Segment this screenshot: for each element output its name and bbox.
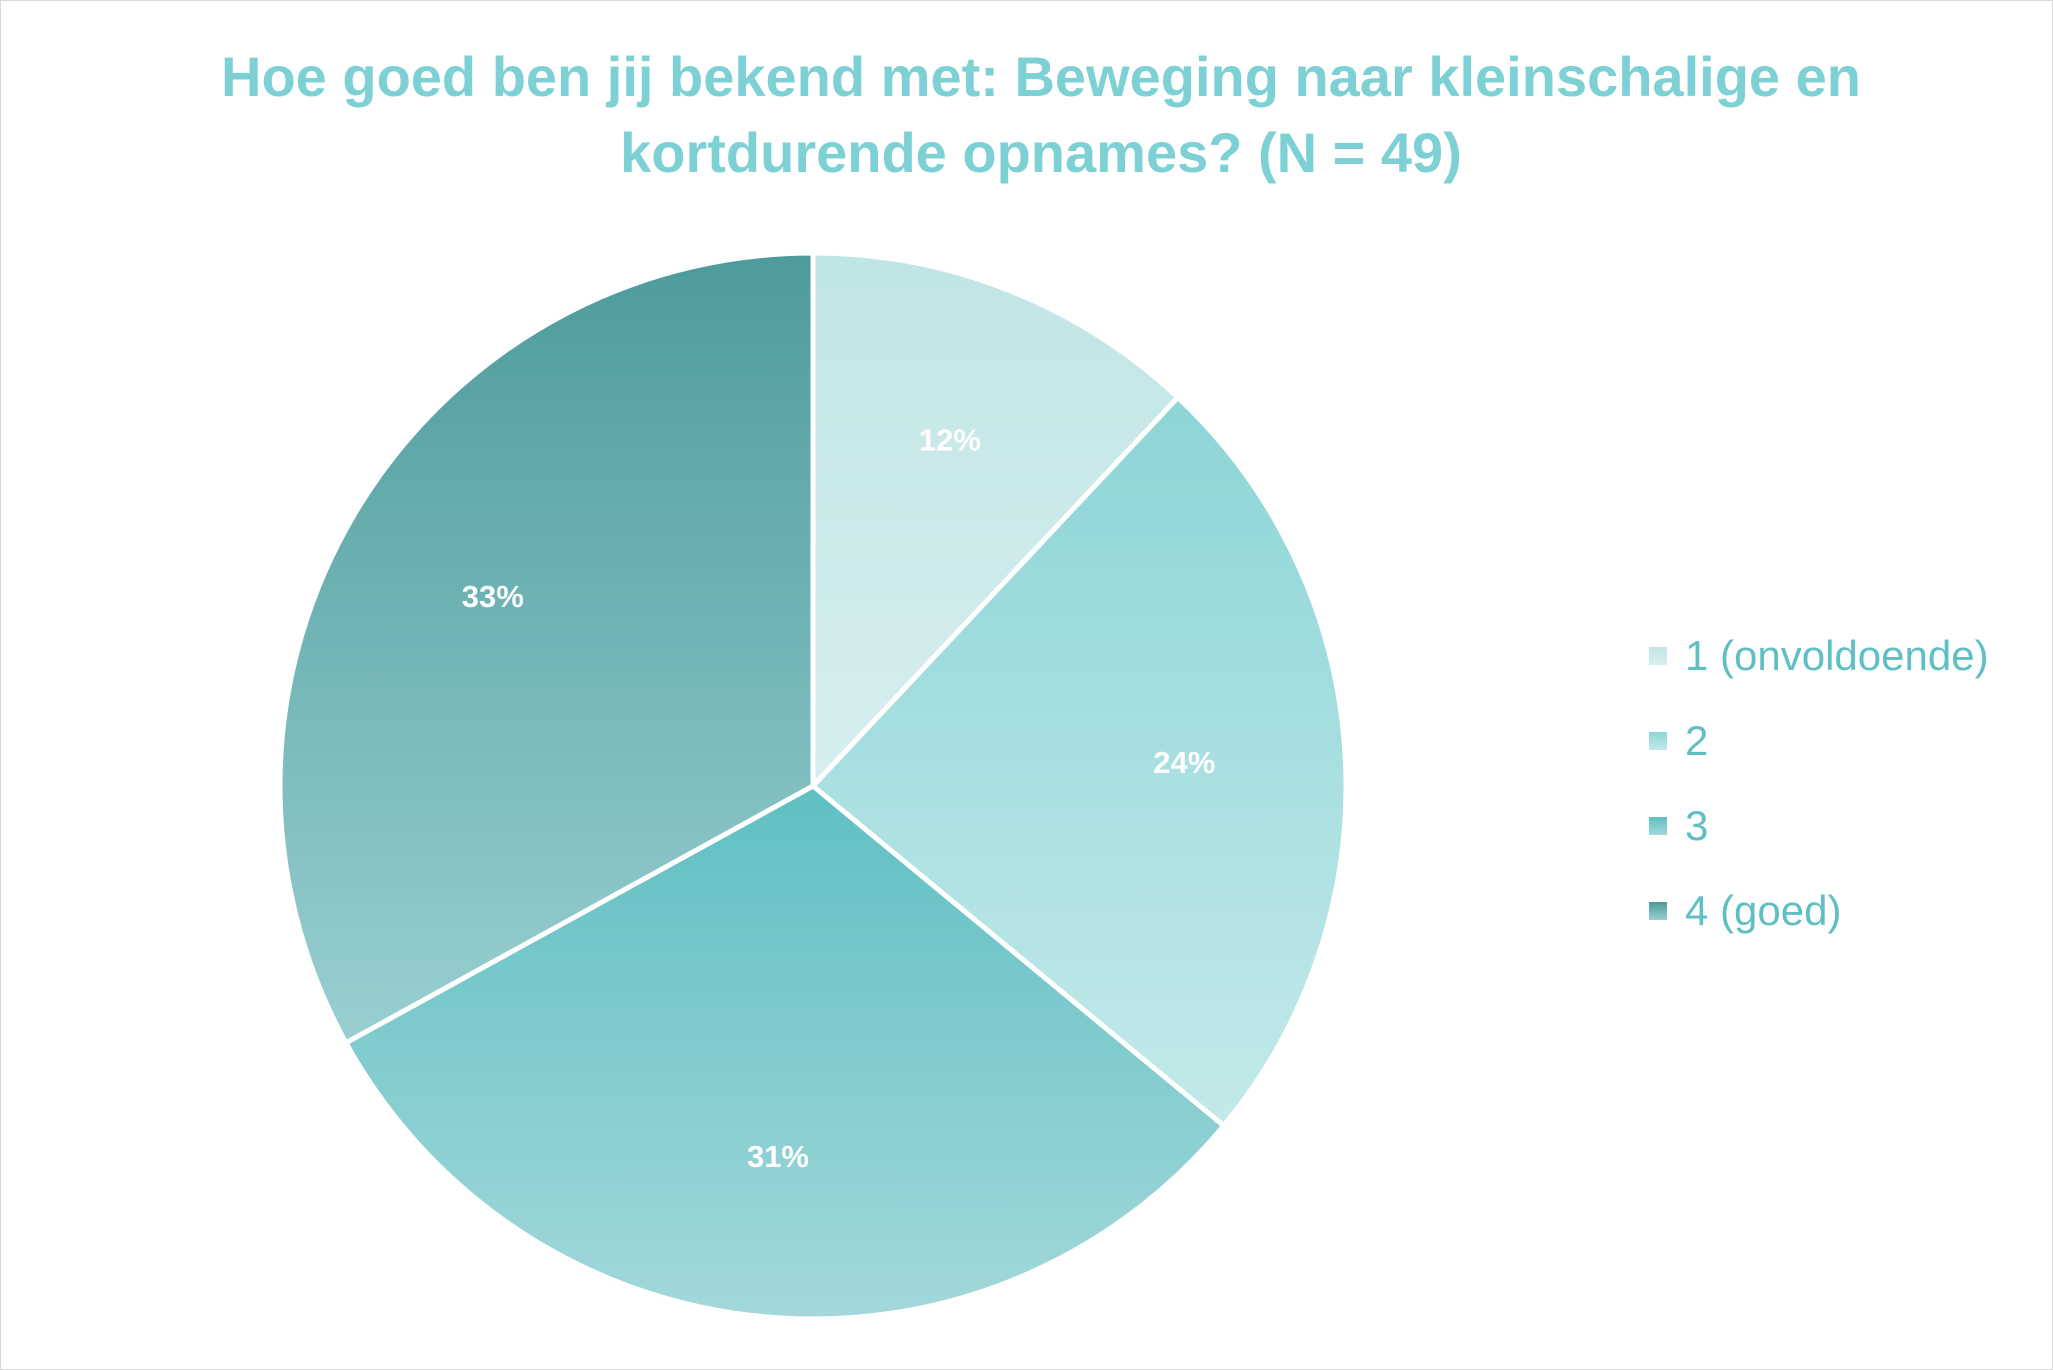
pie-slice-2: [810, 394, 1349, 1129]
data-label-1: 12%: [919, 423, 981, 458]
pie-slice-4: [277, 250, 816, 1046]
legend-item-2: 2: [1649, 698, 1989, 783]
legend-swatch-3: [1649, 816, 1667, 835]
pie-slice-3: [343, 783, 1227, 1322]
data-label-2: 24%: [1153, 745, 1215, 780]
legend-label-4: 4 (goed): [1685, 886, 1842, 934]
chart-title-line-2: kortdurende opnames? (N = 49): [620, 121, 1462, 184]
legend-swatch-1: [1649, 646, 1667, 665]
legend-label-1: 1 (onvoldoende): [1685, 631, 1989, 679]
legend-swatch-2: [1649, 731, 1667, 750]
data-label-4: 33%: [462, 579, 524, 614]
legend-label-2: 2: [1685, 716, 1709, 764]
chart-title-line-1: Hoe goed ben jij bekend met: Beweging na…: [221, 45, 1861, 108]
chart-legend: 1 (onvoldoende) 2 3 4 (goed): [1649, 613, 1989, 953]
chart-title: Hoe goed ben jij bekend met: Beweging na…: [161, 39, 1921, 191]
pie-data-labels: 12% 24% 31% 33%: [462, 423, 1216, 1174]
legend-swatch-4: [1649, 901, 1667, 920]
data-label-3: 31%: [747, 1139, 809, 1174]
legend-label-3: 3: [1685, 801, 1709, 849]
legend-item-1: 1 (onvoldoende): [1649, 613, 1989, 698]
legend-item-4: 4 (goed): [1649, 868, 1989, 953]
legend-item-3: 3: [1649, 783, 1989, 868]
pie-slice-1: [810, 250, 1181, 789]
pie-slices: [277, 250, 1349, 1322]
